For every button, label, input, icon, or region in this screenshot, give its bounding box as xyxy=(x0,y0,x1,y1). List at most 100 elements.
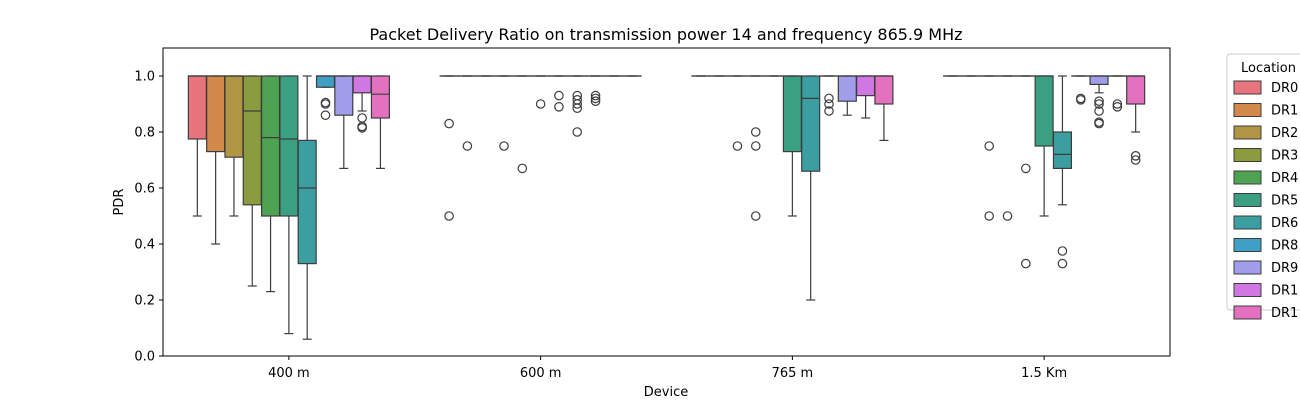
box-group xyxy=(335,76,353,168)
box-group xyxy=(1090,76,1108,128)
y-axis: 0.00.20.40.60.81.0 xyxy=(134,70,163,365)
box xyxy=(262,76,280,216)
box-group xyxy=(440,76,458,220)
legend-label: DR6 xyxy=(1271,216,1298,231)
legend-swatch xyxy=(1234,81,1261,94)
box xyxy=(1090,76,1108,84)
legend-swatch xyxy=(1234,284,1261,297)
box-group xyxy=(550,76,568,111)
outlier-point xyxy=(445,212,453,220)
box-group xyxy=(802,76,820,300)
y-tick-label: 1.0 xyxy=(134,70,155,85)
y-tick-label: 0.6 xyxy=(134,182,155,197)
outlier-point xyxy=(555,103,563,111)
outlier-point xyxy=(752,212,760,220)
box-group xyxy=(568,76,586,136)
legend-label: DR0 xyxy=(1271,81,1298,96)
box-group xyxy=(1072,76,1090,104)
legend-title: Location xyxy=(1241,61,1296,76)
box-group xyxy=(857,76,875,118)
box-group xyxy=(1108,76,1126,111)
legend-label: DR1 xyxy=(1271,104,1298,119)
legend-swatch xyxy=(1234,149,1261,162)
box xyxy=(317,76,335,87)
outlier-point xyxy=(752,142,760,150)
box xyxy=(298,140,316,263)
box-group xyxy=(783,76,801,216)
legend-swatch xyxy=(1234,171,1261,184)
box xyxy=(243,76,261,205)
x-tick-label: 400 m xyxy=(268,366,310,381)
box-group xyxy=(980,76,998,220)
box xyxy=(280,76,298,216)
outlier-point xyxy=(573,128,581,136)
box-group xyxy=(371,76,389,168)
box xyxy=(207,76,225,152)
box-group xyxy=(317,76,335,119)
box-group xyxy=(280,76,298,334)
box-group xyxy=(353,76,371,132)
box xyxy=(857,76,875,96)
legend-swatch xyxy=(1234,216,1261,229)
outlier-point xyxy=(1022,259,1030,267)
box-group xyxy=(999,76,1017,220)
outlier-point xyxy=(985,142,993,150)
outlier-point xyxy=(463,142,471,150)
legend-label: DR9 xyxy=(1271,261,1298,276)
outlier-point xyxy=(358,114,366,122)
box xyxy=(875,76,893,104)
outlier-point xyxy=(1003,212,1011,220)
legend-label: DR8 xyxy=(1271,239,1298,254)
box-group xyxy=(1127,76,1145,164)
box xyxy=(335,76,353,115)
x-tick-label: 600 m xyxy=(520,366,562,381)
outlier-point xyxy=(445,119,453,127)
y-axis-label: PDR xyxy=(112,189,127,216)
outlier-point xyxy=(500,142,508,150)
chart-title: Packet Delivery Ratio on transmission po… xyxy=(369,25,962,44)
box xyxy=(1127,76,1145,104)
outlier-point xyxy=(536,100,544,108)
legend-swatch xyxy=(1234,239,1261,252)
box-group xyxy=(875,76,893,140)
box-group xyxy=(587,76,605,105)
x-tick-label: 1.5 Km xyxy=(1021,366,1067,381)
chart-marks xyxy=(188,76,1144,339)
box-group xyxy=(298,76,316,339)
legend-swatch xyxy=(1234,126,1261,139)
box xyxy=(802,76,820,171)
outlier-point xyxy=(1058,247,1066,255)
outlier-point xyxy=(321,111,329,119)
legend-label: DR4 xyxy=(1271,171,1298,186)
box-group xyxy=(513,76,531,173)
outlier-point xyxy=(985,212,993,220)
outlier-point xyxy=(733,142,741,150)
box-group xyxy=(532,76,550,108)
box xyxy=(783,76,801,152)
box xyxy=(371,76,389,118)
x-tick-label: 765 m xyxy=(772,366,814,381)
box-group xyxy=(243,76,261,286)
box-group xyxy=(838,76,856,115)
y-tick-label: 0.2 xyxy=(134,294,155,309)
legend-swatch xyxy=(1234,194,1261,207)
box-group xyxy=(820,76,838,115)
box-group xyxy=(495,76,513,150)
y-tick-label: 0.0 xyxy=(134,350,155,365)
box xyxy=(353,76,371,93)
box xyxy=(188,76,206,139)
legend-label: DR1 xyxy=(1271,306,1298,321)
legend-label: DR3 xyxy=(1271,149,1298,164)
box-group xyxy=(207,76,225,244)
legend-swatch xyxy=(1234,104,1261,117)
box xyxy=(1035,76,1053,146)
box-group xyxy=(747,76,765,220)
legend-label: DR5 xyxy=(1271,194,1298,209)
legend-label: DR2 xyxy=(1271,126,1298,141)
box xyxy=(1053,132,1071,168)
outlier-point xyxy=(555,91,563,99)
legend-swatch xyxy=(1234,306,1261,319)
legend-swatch xyxy=(1234,261,1261,274)
outlier-point xyxy=(752,128,760,136)
